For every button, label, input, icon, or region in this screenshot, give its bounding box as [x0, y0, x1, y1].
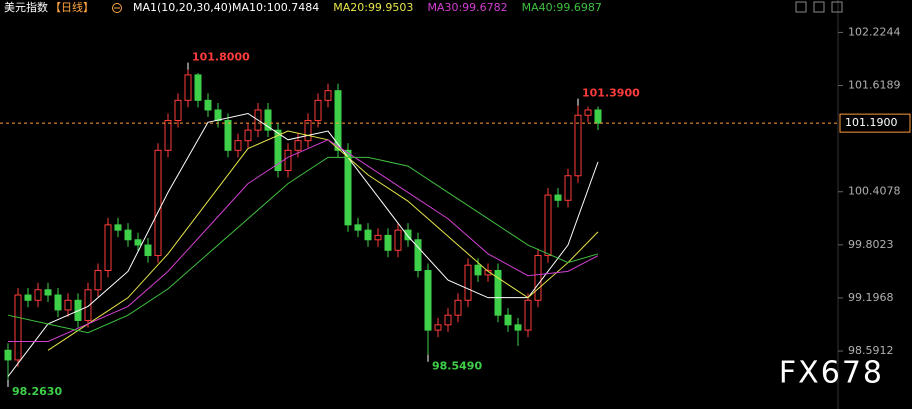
candle-body: [404, 229, 412, 241]
candle-body: [434, 324, 442, 331]
candle-body: [544, 194, 552, 257]
candle-body: [334, 90, 342, 151]
candle-body: [344, 149, 352, 226]
ma-line: [8, 139, 599, 343]
candle-body: [564, 175, 572, 201]
candle-body: [224, 120, 232, 151]
candle-body: [414, 239, 422, 271]
candle-body: [364, 229, 372, 241]
candle-body: [594, 109, 602, 124]
candle-body: [454, 299, 462, 316]
annotation: 101.8000: [192, 51, 250, 64]
candle-body: [184, 74, 192, 101]
candle-body: [324, 90, 332, 101]
candle-body: [574, 114, 582, 177]
legend-entry: MA40:99.6987: [522, 1, 602, 14]
candle-body: [274, 129, 282, 171]
candle-body: [384, 234, 392, 251]
candle-body: [154, 149, 162, 257]
candle-body: [524, 299, 532, 331]
candle-body: [424, 269, 432, 331]
candle-body: [94, 269, 102, 291]
icon-button[interactable]: [813, 1, 825, 13]
candle-body: [474, 264, 482, 276]
candle-body: [354, 224, 362, 231]
candle-body: [54, 294, 62, 311]
candle-body: [394, 229, 402, 251]
candle-body: [294, 140, 302, 151]
candle-body: [134, 239, 142, 246]
candle-body: [214, 109, 222, 122]
candle-body: [24, 294, 32, 301]
candle-body: [304, 120, 312, 142]
annotation: 98.2630: [12, 385, 62, 398]
y-tick-label: 98.5912: [848, 344, 894, 357]
icon[interactable]: [112, 3, 122, 13]
candle-body: [4, 349, 12, 361]
period: 【日线】: [50, 0, 94, 14]
candle-body: [554, 194, 562, 201]
y-tick-label: 100.4078: [848, 185, 901, 198]
candle-body: [44, 289, 52, 296]
indicator: MA1(10,20,30,40): [133, 1, 232, 14]
y-tick-label: 99.8023: [848, 238, 894, 251]
icon-button[interactable]: [831, 1, 843, 13]
candle-body: [504, 314, 512, 326]
candle-body: [34, 289, 42, 301]
candle-body: [124, 229, 132, 241]
candle-body: [264, 109, 272, 131]
y-tick-label: 102.2244: [848, 25, 901, 38]
candle-body: [64, 299, 72, 311]
candle-body: [194, 74, 202, 101]
candle-body: [84, 289, 92, 321]
candle-body: [174, 99, 182, 122]
legend-entry: MA10:100.7484: [232, 1, 319, 14]
candle-body: [114, 224, 122, 231]
candle-body: [584, 109, 592, 116]
legend-entry: MA30:99.6782: [427, 1, 507, 14]
y-tick-label: 101.6189: [848, 79, 901, 92]
candle-body: [104, 224, 112, 271]
candle-body: [164, 120, 172, 151]
annotation: 101.3900: [582, 87, 640, 100]
candle-body: [444, 314, 452, 326]
icon-button[interactable]: [795, 1, 807, 13]
title: 美元指数: [4, 0, 48, 14]
candle-body: [204, 99, 212, 111]
candle-body: [484, 269, 492, 276]
candle-body: [464, 264, 472, 301]
candle-body: [144, 244, 152, 257]
candle-body: [374, 234, 382, 241]
candle-body: [314, 99, 322, 122]
candle-body: [244, 129, 252, 142]
candle-body: [14, 294, 22, 361]
ma-line: [7, 156, 599, 334]
candle-body: [284, 149, 292, 171]
last-price-label: 101.1900: [845, 116, 898, 129]
legend-entry: MA20:99.9503: [333, 1, 413, 14]
candle-body: [234, 140, 242, 151]
y-tick-label: 99.1968: [848, 291, 894, 304]
last-price-box: [839, 113, 911, 133]
candle-body: [514, 324, 522, 331]
candle-body: [494, 269, 502, 316]
candle-body: [534, 255, 542, 301]
watermark: FX678: [779, 356, 884, 391]
annotation: 98.5490: [432, 360, 482, 373]
